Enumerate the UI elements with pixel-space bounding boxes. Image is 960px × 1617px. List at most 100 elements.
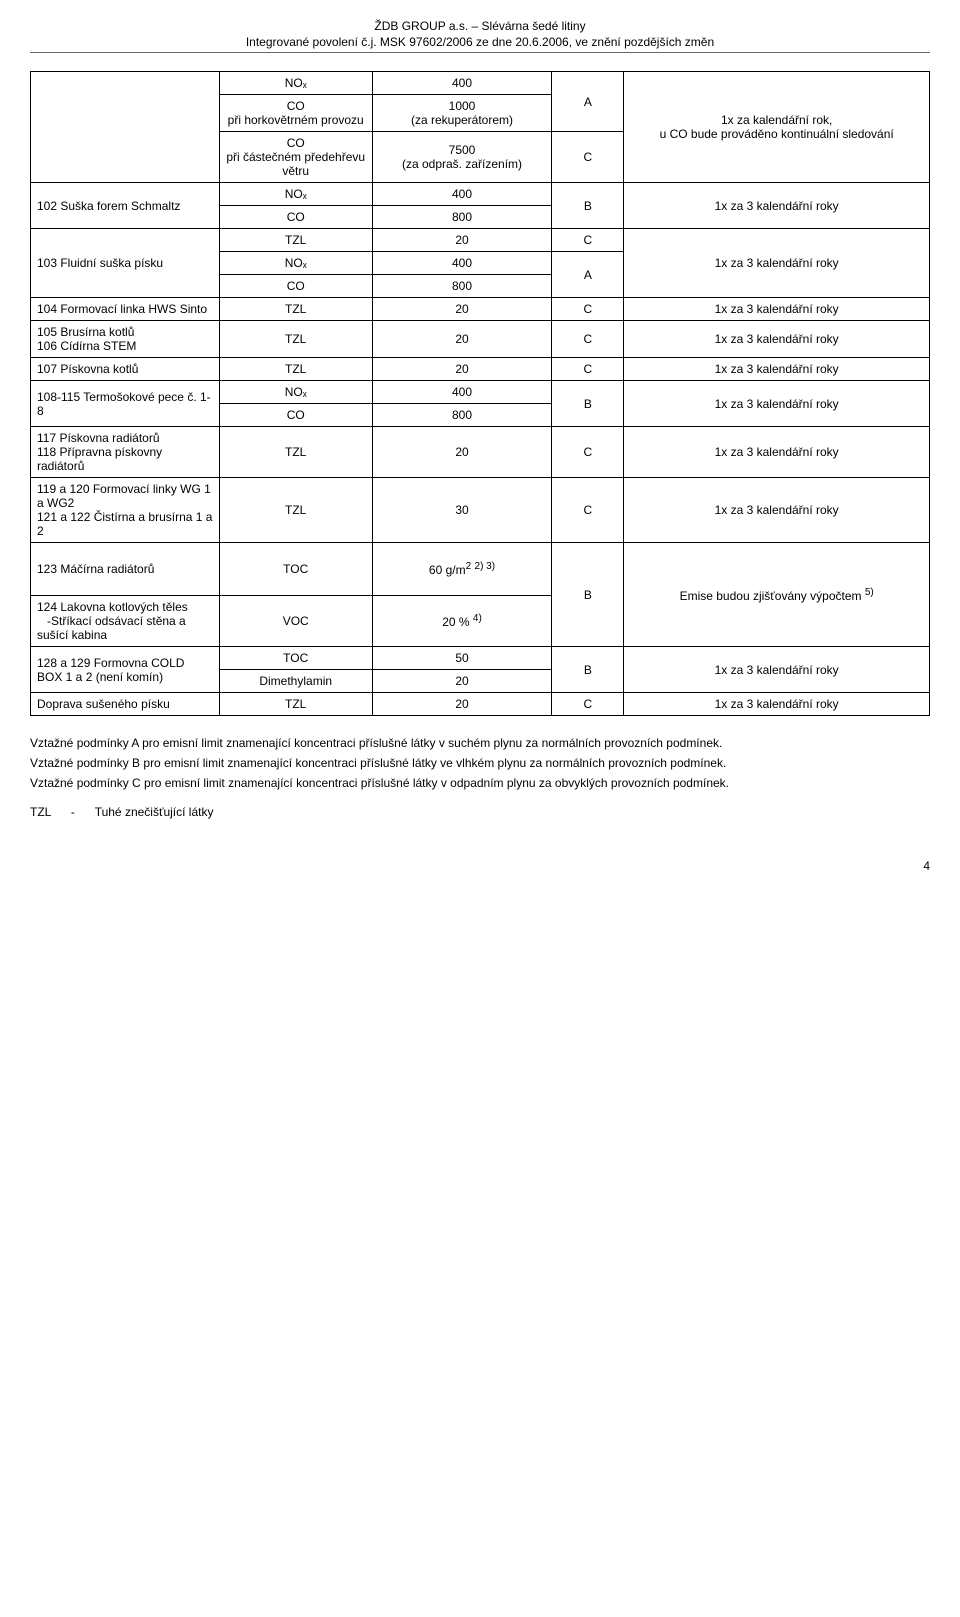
table-cell: 1x za 3 kalendářní roky: [624, 298, 930, 321]
table-cell: 20: [372, 321, 552, 358]
table-cell: 104 Formovací linka HWS Sinto: [31, 298, 220, 321]
header-line-2: Integrované povolení č.j. MSK 97602/2006…: [246, 35, 714, 49]
table-cell: B: [552, 543, 624, 647]
table-cell: 20: [372, 229, 552, 252]
table-cell: CO: [219, 206, 372, 229]
table-cell: 124 Lakovna kotlových těles-Stříkací ods…: [31, 596, 220, 647]
table-row: 123 Máčírna radiátorůTOC60 g/m2 2) 3)BEm…: [31, 543, 930, 596]
table-cell: 30: [372, 478, 552, 543]
table-row: 108-115 Termošokové pece č. 1-8NOₓ400B1x…: [31, 381, 930, 404]
table-cell: A: [552, 252, 624, 298]
table-cell: 20: [372, 298, 552, 321]
table-cell: TZL: [219, 298, 372, 321]
table-cell: 1x za 3 kalendářní roky: [624, 647, 930, 693]
table-cell: [31, 72, 220, 183]
table-body: NOₓ400A1x za kalendářní rok,u CO bude pr…: [31, 72, 930, 716]
page-header: ŽDB GROUP a.s. – Slévárna šedé litiny In…: [30, 18, 930, 53]
table-cell: 20: [372, 670, 552, 693]
table-cell: 117 Pískovna radiátorů118 Přípravna písk…: [31, 427, 220, 478]
table-cell: NOₓ: [219, 252, 372, 275]
table-cell: 20: [372, 427, 552, 478]
table-cell: Doprava sušeného písku: [31, 693, 220, 716]
table-row: Doprava sušeného pískuTZL20C1x za 3 kale…: [31, 693, 930, 716]
table-cell: TZL: [219, 321, 372, 358]
table-row: 117 Pískovna radiátorů118 Přípravna písk…: [31, 427, 930, 478]
table-cell: 128 a 129 Formovna COLD BOX 1 a 2 (není …: [31, 647, 220, 693]
table-row: 102 Suška forem SchmaltzNOₓ400B1x za 3 k…: [31, 183, 930, 206]
table-cell: TZL: [219, 693, 372, 716]
table-cell: 1x za kalendářní rok,u CO bude prováděno…: [624, 72, 930, 183]
abbreviation: TZL - Tuhé znečišťující látky: [30, 805, 930, 819]
notes-block: Vztažné podmínky A pro emisní limit znam…: [30, 736, 930, 791]
table-row: 107 Pískovna kotlůTZL20C1x za 3 kalendář…: [31, 358, 930, 381]
table-cell: 1x za 3 kalendářní roky: [624, 381, 930, 427]
table-cell: 20 % 4): [372, 596, 552, 647]
table-cell: TOC: [219, 647, 372, 670]
table-cell: 1x za 3 kalendářní roky: [624, 229, 930, 298]
table-cell: 20: [372, 693, 552, 716]
table-cell: 123 Máčírna radiátorů: [31, 543, 220, 596]
table-cell: 105 Brusírna kotlů106 Cídírna STEM: [31, 321, 220, 358]
table-cell: TZL: [219, 427, 372, 478]
note-paragraph: Vztažné podmínky C pro emisní limit znam…: [30, 776, 930, 792]
table-cell: TZL: [219, 229, 372, 252]
table-cell: A: [552, 72, 624, 132]
table-row: 104 Formovací linka HWS SintoTZL20C1x za…: [31, 298, 930, 321]
table-cell: 102 Suška forem Schmaltz: [31, 183, 220, 229]
table-cell: 800: [372, 206, 552, 229]
page-number: 4: [30, 859, 930, 873]
abbr-label: TZL: [30, 805, 51, 819]
table-cell: 7500(za odpraš. zařízením): [372, 132, 552, 183]
table-cell: 50: [372, 647, 552, 670]
table-cell: C: [552, 321, 624, 358]
table-cell: 107 Pískovna kotlů: [31, 358, 220, 381]
table-cell: 400: [372, 183, 552, 206]
abbr-def: Tuhé znečišťující látky: [95, 805, 214, 819]
table-cell: 1x za 3 kalendářní roky: [624, 478, 930, 543]
table-cell: C: [552, 478, 624, 543]
table-cell: 400: [372, 252, 552, 275]
emissions-table: NOₓ400A1x za kalendářní rok,u CO bude pr…: [30, 71, 930, 716]
note-paragraph: Vztažné podmínky B pro emisní limit znam…: [30, 756, 930, 772]
table-cell: 1x za 3 kalendářní roky: [624, 693, 930, 716]
header-line-1: ŽDB GROUP a.s. – Slévárna šedé litiny: [374, 19, 585, 33]
table-cell: CO: [219, 275, 372, 298]
table-cell: 108-115 Termošokové pece č. 1-8: [31, 381, 220, 427]
table-cell: C: [552, 229, 624, 252]
table-row: NOₓ400A1x za kalendářní rok,u CO bude pr…: [31, 72, 930, 95]
table-cell: NOₓ: [219, 72, 372, 95]
table-cell: 400: [372, 381, 552, 404]
table-cell: COpři horkovětrném provozu: [219, 95, 372, 132]
table-cell: 1x za 3 kalendářní roky: [624, 358, 930, 381]
table-row: 119 a 120 Formovací linky WG 1 a WG2121 …: [31, 478, 930, 543]
table-row: 128 a 129 Formovna COLD BOX 1 a 2 (není …: [31, 647, 930, 670]
table-cell: CO: [219, 404, 372, 427]
table-cell: Emise budou zjišťovány výpočtem 5): [624, 543, 930, 647]
table-cell: B: [552, 183, 624, 229]
table-cell: 800: [372, 275, 552, 298]
table-cell: NOₓ: [219, 381, 372, 404]
table-cell: 1x za 3 kalendářní roky: [624, 427, 930, 478]
table-cell: 1x za 3 kalendářní roky: [624, 321, 930, 358]
table-row: 103 Fluidní suška pískuTZL20C1x za 3 kal…: [31, 229, 930, 252]
table-cell: VOC: [219, 596, 372, 647]
table-cell: C: [552, 358, 624, 381]
table-cell: C: [552, 298, 624, 321]
table-cell: 103 Fluidní suška písku: [31, 229, 220, 298]
table-cell: NOₓ: [219, 183, 372, 206]
table-cell: COpři částečném předehřevu větru: [219, 132, 372, 183]
table-cell: Dimethylamin: [219, 670, 372, 693]
table-cell: C: [552, 132, 624, 183]
table-cell: 60 g/m2 2) 3): [372, 543, 552, 596]
table-cell: B: [552, 647, 624, 693]
table-row: 105 Brusírna kotlů106 Cídírna STEMTZL20C…: [31, 321, 930, 358]
table-cell: 20: [372, 358, 552, 381]
table-cell: TZL: [219, 358, 372, 381]
table-cell: C: [552, 693, 624, 716]
table-cell: 119 a 120 Formovací linky WG 1 a WG2121 …: [31, 478, 220, 543]
table-cell: TZL: [219, 478, 372, 543]
table-cell: 400: [372, 72, 552, 95]
table-cell: 1000(za rekuperátorem): [372, 95, 552, 132]
table-cell: B: [552, 381, 624, 427]
table-cell: C: [552, 427, 624, 478]
